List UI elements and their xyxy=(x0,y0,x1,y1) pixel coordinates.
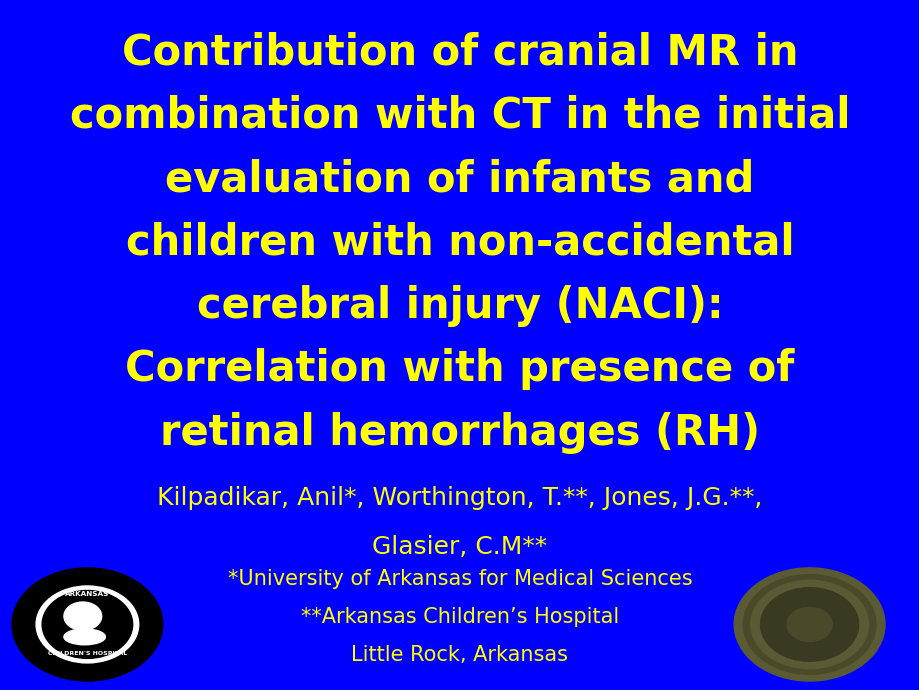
Circle shape xyxy=(12,568,163,681)
Text: combination with CT in the initial: combination with CT in the initial xyxy=(70,95,849,137)
Text: Glasier, C.M**: Glasier, C.M** xyxy=(372,535,547,559)
Circle shape xyxy=(750,580,868,669)
Text: Contribution of cranial MR in: Contribution of cranial MR in xyxy=(121,31,798,73)
Text: Little Rock, Arkansas: Little Rock, Arkansas xyxy=(351,645,568,665)
Circle shape xyxy=(42,591,132,658)
Circle shape xyxy=(786,607,832,642)
Text: Correlation with presence of: Correlation with presence of xyxy=(125,348,794,391)
Circle shape xyxy=(63,602,101,631)
Ellipse shape xyxy=(63,629,106,644)
Circle shape xyxy=(760,588,857,661)
Text: evaluation of infants and: evaluation of infants and xyxy=(165,158,754,200)
Text: cerebral injury (NACI):: cerebral injury (NACI): xyxy=(197,285,722,327)
Text: *University of Arkansas for Medical Sciences: *University of Arkansas for Medical Scie… xyxy=(227,569,692,589)
Circle shape xyxy=(743,575,875,674)
Text: CHILDREN'S HOSPITAL: CHILDREN'S HOSPITAL xyxy=(48,651,127,656)
Text: **Arkansas Children’s Hospital: **Arkansas Children’s Hospital xyxy=(301,607,618,627)
Text: Kilpadikar, Anil*, Worthington, T.**, Jones, J.G.**,: Kilpadikar, Anil*, Worthington, T.**, Jo… xyxy=(157,486,762,511)
Circle shape xyxy=(733,568,884,681)
Circle shape xyxy=(36,586,139,663)
Text: children with non-accidental: children with non-accidental xyxy=(126,221,793,264)
Text: retinal hemorrhages (RH): retinal hemorrhages (RH) xyxy=(160,412,759,454)
Text: ARKANSAS: ARKANSAS xyxy=(65,591,109,597)
